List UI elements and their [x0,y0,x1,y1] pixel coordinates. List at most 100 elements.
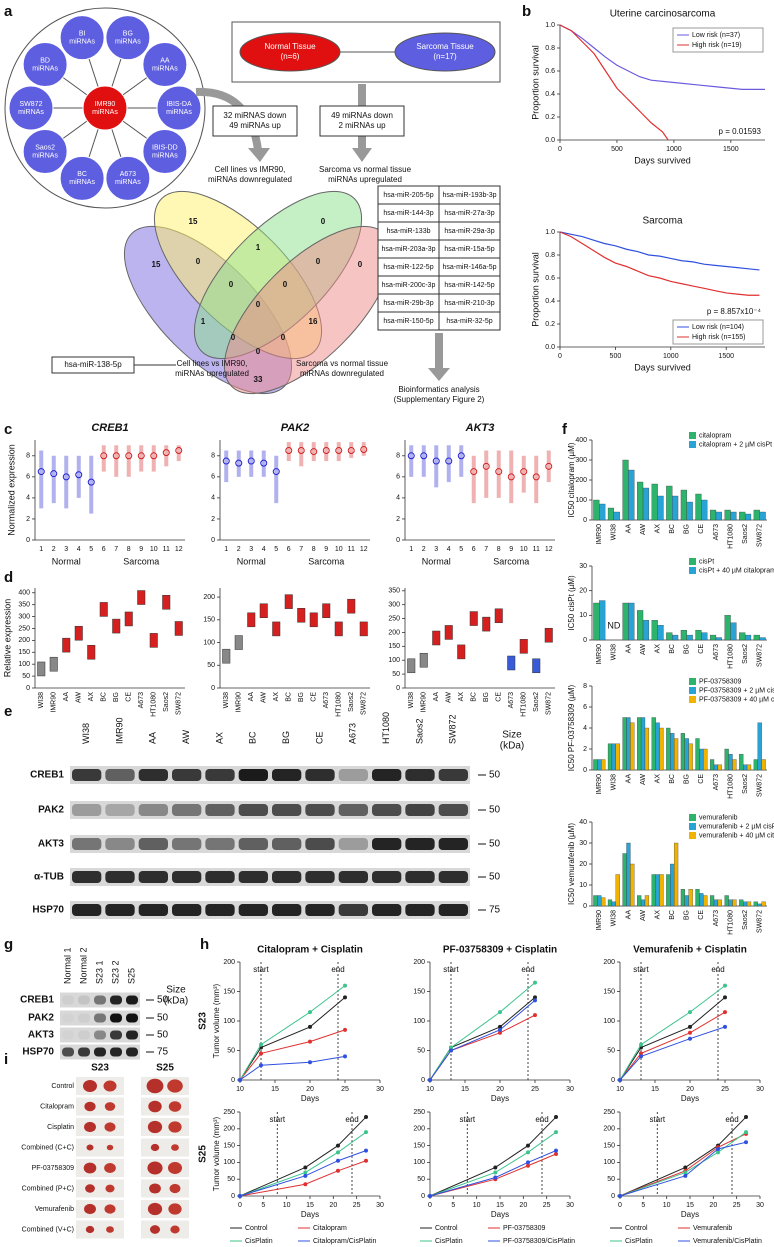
venn-count: 1 [256,243,261,252]
x-tick-label: HT1080 [727,910,734,935]
x-tick-label: CE [126,692,133,702]
point [308,1024,312,1029]
y-tick-label: 2 [26,516,30,523]
legend-label: CisPlatin [435,1238,463,1245]
tumor [170,1225,180,1234]
y-axis-label: IC50 PF-03758309 (µM) [567,684,576,771]
band [338,804,368,816]
tumor [83,1162,97,1174]
bar [759,511,766,521]
x-axis-label: Days [301,1210,319,1219]
bar [695,493,702,521]
bar [615,874,620,907]
band [372,871,402,883]
band [105,804,135,816]
median-point [222,457,230,465]
median-point [470,468,478,476]
median-point [432,457,440,465]
band [238,804,268,816]
bar [701,499,708,521]
blot-strip [70,766,470,784]
x-tick-label: CE [698,774,705,784]
x-tick-label: 15 [306,1202,314,1209]
tumor [84,1101,96,1112]
point [336,1150,340,1155]
bar [593,895,598,907]
venn-label: miRNAs downregulated [300,369,384,378]
y-tick-label: 0 [611,1193,615,1200]
x-tick-label: BC [669,774,676,784]
point [238,1194,242,1198]
row-label: Combined (V+C) [22,1226,74,1233]
x-tick-label: AA [625,774,632,784]
lane-label: AW [181,729,191,744]
chart-title: AKT3 [465,422,495,434]
bar [713,764,719,771]
lane-label: Normal 2 [78,947,88,984]
venn: 15 0 15 0 0 1 0 0 0 0 1 16 0 0 0 33 [123,190,393,395]
x-tick-label: 1500 [723,146,739,153]
band [238,769,268,781]
chart-title: Sarcoma [642,216,682,227]
tumor [168,1203,182,1215]
point [498,1030,502,1035]
point [336,1143,340,1148]
bar [593,499,600,521]
bar [640,899,646,907]
node-label: IBIS-DA [166,101,192,108]
box [469,611,478,626]
median-point [125,452,133,460]
x-tick-label: A673 [713,644,720,660]
point [618,1078,622,1082]
size-label: 75 [489,905,501,916]
node-label: BC [77,171,87,178]
y-tick-label: 30 [579,563,587,570]
bar [744,634,752,641]
point [554,1115,558,1120]
median-point [75,471,83,479]
column-label: S23 [91,1063,109,1074]
node-label: miRNAs [152,65,178,72]
bar [753,901,758,907]
x-tick-label: IMR90 [596,524,603,545]
group-label: Normal [422,556,451,566]
photo-cell [141,1179,189,1198]
median-point [175,447,183,455]
tumor [86,1144,94,1151]
x-tick-label: 20 [709,1202,717,1209]
line [429,1116,557,1197]
bar [686,501,693,521]
x-tick-label: AA [625,524,632,534]
y-tick-label: 50 [227,1176,235,1183]
band [405,871,435,883]
bar [593,602,600,641]
y-axis-label: IC50 cisPt (µM) [567,575,576,631]
y-axis-label: IC50 vemurafenib (µM) [567,823,576,905]
x-tick-label: BC [471,692,478,702]
y-tick-label: 200 [223,1126,235,1133]
bar [724,615,731,641]
median-point [420,452,428,460]
band [138,904,168,916]
bar [642,487,650,521]
x-tick-label: 15 [686,1202,694,1209]
x-tick-label: 11 [533,546,540,553]
tissue-box [231,21,501,83]
band [238,904,268,916]
band [438,769,468,781]
point [238,1078,242,1082]
x-tick-label: SW872 [757,524,764,547]
bar [724,509,731,521]
point [343,1054,347,1059]
table-text: hsa-miR-133b [387,228,431,235]
bar [601,897,606,907]
y-tick-label: 150 [18,649,30,656]
tumor [147,1161,163,1175]
point [303,1182,308,1187]
x-tick-label: 5 [274,546,278,553]
y-tick-label: 200 [413,959,425,966]
line [619,997,726,1081]
x-tick-label: 15 [461,1086,469,1093]
single-mirna: hsa-miR-138-5p [64,360,122,369]
tumor [104,1122,116,1132]
